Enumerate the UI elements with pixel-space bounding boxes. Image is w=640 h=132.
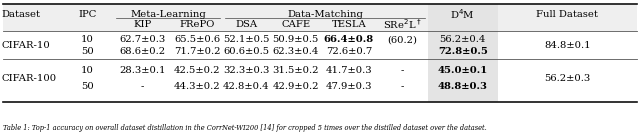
Text: 50.9±0.5: 50.9±0.5 — [273, 35, 319, 44]
Text: 45.0±0.1: 45.0±0.1 — [438, 66, 488, 75]
Text: 42.9±0.2: 42.9±0.2 — [273, 82, 319, 91]
FancyBboxPatch shape — [3, 4, 637, 31]
Text: 32.3±0.3: 32.3±0.3 — [223, 66, 269, 75]
Text: 62.3±0.4: 62.3±0.4 — [273, 48, 319, 56]
Text: 52.1±0.5: 52.1±0.5 — [223, 35, 269, 44]
Text: Meta-Learning: Meta-Learning — [131, 10, 206, 19]
Text: 48.8±0.3: 48.8±0.3 — [438, 82, 488, 91]
Text: 41.7±0.3: 41.7±0.3 — [326, 66, 372, 75]
Text: FRePO: FRePO — [179, 20, 215, 29]
Text: 72.6±0.7: 72.6±0.7 — [326, 48, 372, 56]
FancyBboxPatch shape — [428, 4, 498, 102]
Text: -: - — [400, 82, 404, 91]
Text: Full Dataset: Full Dataset — [536, 10, 598, 19]
Text: 62.7±0.3: 62.7±0.3 — [120, 35, 166, 44]
Text: 56.2±0.3: 56.2±0.3 — [544, 74, 591, 83]
Text: 42.8±0.4: 42.8±0.4 — [223, 82, 269, 91]
Text: 65.5±0.6: 65.5±0.6 — [174, 35, 220, 44]
Text: -: - — [141, 82, 145, 91]
Text: Data-Matching: Data-Matching — [287, 10, 363, 19]
Text: DSA: DSA — [236, 20, 257, 29]
Text: TESLA: TESLA — [332, 20, 366, 29]
Text: IPC: IPC — [78, 10, 97, 19]
Text: 60.6±0.5: 60.6±0.5 — [223, 48, 269, 56]
Text: 10: 10 — [81, 66, 94, 75]
Text: CIFAR-100: CIFAR-100 — [2, 74, 57, 83]
Text: 68.6±0.2: 68.6±0.2 — [120, 48, 166, 56]
Text: CIFAR-10: CIFAR-10 — [2, 41, 51, 50]
Text: SRe$^2$L$^\dagger$: SRe$^2$L$^\dagger$ — [383, 18, 421, 31]
Text: 31.5±0.2: 31.5±0.2 — [273, 66, 319, 75]
Text: (60.2): (60.2) — [387, 35, 417, 44]
Text: 56.2±0.4: 56.2±0.4 — [440, 35, 486, 44]
Text: 50: 50 — [81, 48, 93, 56]
Text: D$^4$M: D$^4$M — [451, 7, 475, 21]
Text: CAFE: CAFE — [281, 20, 310, 29]
Text: 66.4±0.8: 66.4±0.8 — [324, 35, 374, 44]
Text: 42.5±0.2: 42.5±0.2 — [174, 66, 220, 75]
Text: 71.7±0.2: 71.7±0.2 — [174, 48, 220, 56]
Text: Table 1: Top-1 accuracy on overall dataset distillation in the CorrNet-WI200 [14: Table 1: Top-1 accuracy on overall datas… — [3, 124, 487, 132]
Text: KIP: KIP — [134, 20, 152, 29]
Text: -: - — [400, 66, 404, 75]
Text: 50: 50 — [81, 82, 93, 91]
Text: 84.8±0.1: 84.8±0.1 — [544, 41, 591, 50]
Text: Dataset: Dataset — [2, 10, 41, 19]
Text: 44.3±0.2: 44.3±0.2 — [174, 82, 220, 91]
Text: 10: 10 — [81, 35, 94, 44]
Text: 28.3±0.1: 28.3±0.1 — [120, 66, 166, 75]
Text: 47.9±0.3: 47.9±0.3 — [326, 82, 372, 91]
Text: 72.8±0.5: 72.8±0.5 — [438, 48, 488, 56]
